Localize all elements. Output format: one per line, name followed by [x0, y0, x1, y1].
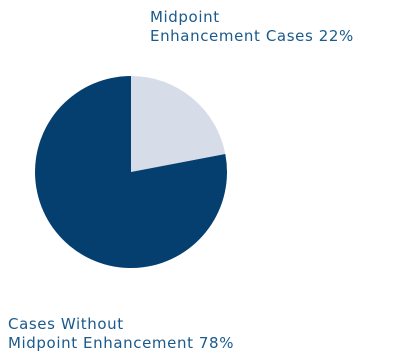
slice-label-midpoint-enhancement: Midpoint Enhancement Cases 22%: [150, 8, 354, 46]
slice-label-line: Midpoint Enhancement 78%: [8, 334, 235, 352]
slice-label-line: Midpoint: [150, 8, 220, 26]
slice-label-line: Cases Without: [8, 315, 124, 333]
pie-slice-midpoint-enhancement: [131, 76, 226, 172]
slice-label-without-enhancement: Cases Without Midpoint Enhancement 78%: [8, 315, 234, 353]
pie-slice-without-enhancement: [34, 76, 227, 269]
slice-label-line: Enhancement Cases 22%: [150, 27, 354, 45]
